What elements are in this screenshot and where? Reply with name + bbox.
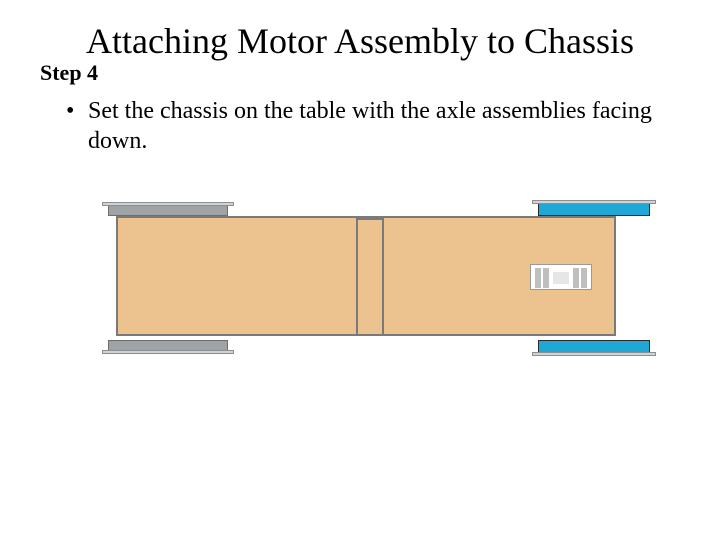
motor-mid <box>553 272 569 284</box>
front-wheel-top-block <box>538 202 650 216</box>
motor-stripe <box>535 268 541 288</box>
motor-stripe <box>581 268 587 288</box>
motor-patch <box>530 264 592 290</box>
chassis-diagram <box>60 194 672 394</box>
rear-axle-top-rod <box>102 202 234 206</box>
front-wheel-bottom-rod <box>532 352 656 356</box>
instruction-bullet: Set the chassis on the table with the ax… <box>60 96 660 156</box>
motor-stripe <box>543 268 549 288</box>
page-title: Attaching Motor Assembly to Chassis <box>60 22 660 62</box>
step-label: Step 4 <box>40 60 660 86</box>
front-wheel-top-rod <box>532 200 656 204</box>
slide: Attaching Motor Assembly to Chassis Step… <box>0 0 720 540</box>
rear-axle-bottom-rod <box>102 350 234 354</box>
center-slot <box>356 218 384 336</box>
motor-stripe <box>573 268 579 288</box>
